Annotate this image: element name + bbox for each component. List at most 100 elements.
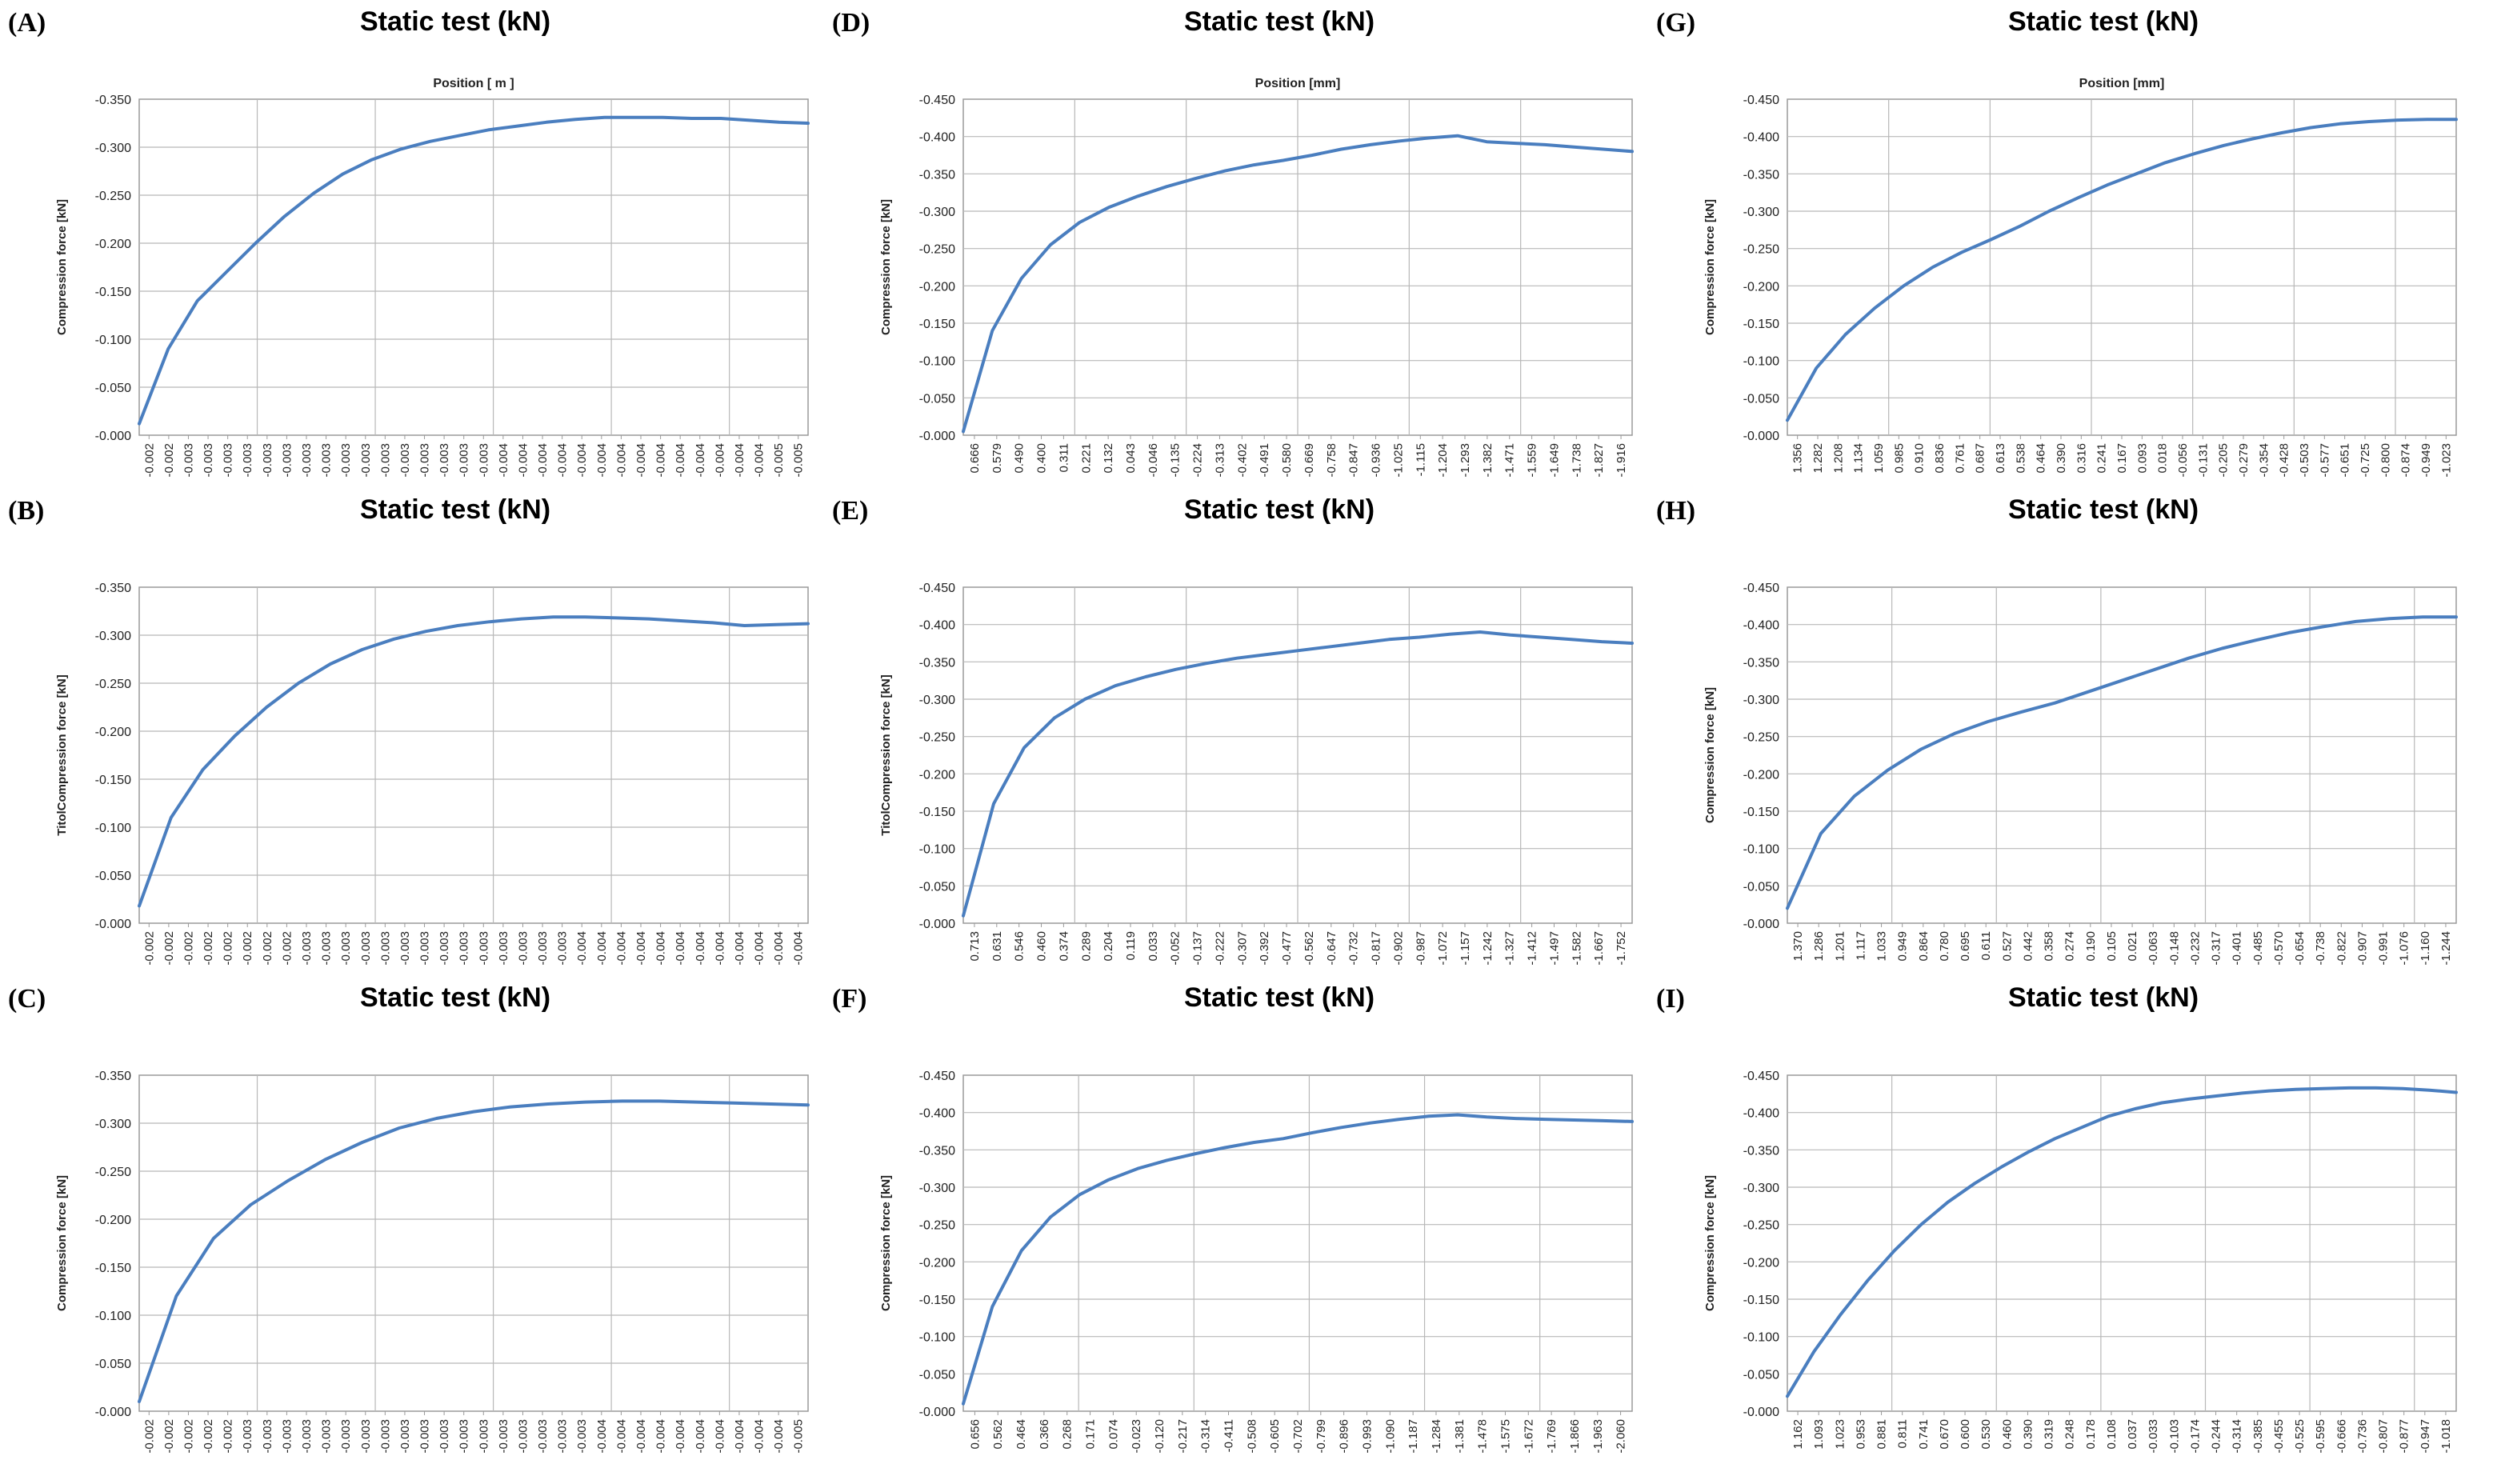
x-tick-label: -0.508 <box>1245 1419 1259 1454</box>
x-tick-label: -0.758 <box>1325 443 1339 478</box>
x-tick-label: -0.244 <box>2210 1419 2223 1454</box>
y-tick-label: -0.250 <box>1743 243 1779 257</box>
x-tick-label: 1.162 <box>1791 1419 1805 1450</box>
x-tick-label: -0.004 <box>733 931 746 966</box>
y-tick-label: -0.150 <box>95 1262 131 1275</box>
x-tick-label: -0.004 <box>654 931 668 966</box>
x-tick-label: -1.382 <box>1481 443 1495 478</box>
x-tick-label: 1.059 <box>1872 443 1886 474</box>
x-tick-label: -0.004 <box>753 931 766 966</box>
x-tick-label: -0.002 <box>162 931 176 966</box>
x-tick-label: -0.003 <box>575 1419 589 1454</box>
x-tick-label: -0.217 <box>1176 1419 1190 1454</box>
x-tick-label: -0.004 <box>575 931 589 966</box>
chart-svg-g: -0.000 -0.050 -0.100 -0.150 -0.200 -0.250 -0.3… <box>1703 94 2458 478</box>
y-tick-label: -0.300 <box>919 694 955 707</box>
x-tick-label: -1.115 <box>1414 443 1427 476</box>
y-tick-label: -0.250 <box>919 243 955 257</box>
y-tick-label: -0.200 <box>1743 1256 1779 1270</box>
chart-title: Static test (kN) <box>359 982 551 1013</box>
x-tick-label: 1.286 <box>1812 931 1826 962</box>
y-tick-label: -0.000 <box>95 430 131 443</box>
y-tick-label: -0.300 <box>919 1182 955 1195</box>
x-tick-label: -0.847 <box>1347 443 1361 478</box>
x-tick-label: -1.244 <box>2439 931 2453 966</box>
x-tick-label: -0.385 <box>2251 1419 2265 1454</box>
x-tick-label: -0.131 <box>2196 443 2210 478</box>
x-tick-label: 0.167 <box>2115 443 2129 474</box>
x-tick-label: -0.148 <box>2167 931 2181 966</box>
y-tick-label: -0.400 <box>1743 619 1779 633</box>
x-tick-label: -0.004 <box>694 443 707 478</box>
y-tick-label: -0.250 <box>919 1219 955 1233</box>
x-tick-label: 0.358 <box>2043 931 2056 962</box>
plot-area <box>138 1074 809 1412</box>
x-tick-label: 0.631 <box>990 931 1004 962</box>
x-tick-label: 0.241 <box>2095 443 2109 474</box>
y-tick-label: -0.300 <box>1743 206 1779 219</box>
x-tick-label: -1.381 <box>1453 1419 1467 1454</box>
y-tick-label: -0.300 <box>1743 1182 1779 1195</box>
x-tick-label: -0.003 <box>359 443 373 478</box>
x-tick-label: -0.411 <box>1222 1419 1236 1452</box>
y-axis-label: TitolCompression force [kN] <box>55 674 69 835</box>
x-tick-label: 0.741 <box>1917 1419 1931 1450</box>
y-tick-label: -0.300 <box>95 630 131 643</box>
x-tick-label: -0.004 <box>634 931 648 966</box>
series-line <box>1786 118 2458 422</box>
x-tick-label: 0.881 <box>1875 1419 1889 1450</box>
x-tick-label: -0.491 <box>1258 443 1271 478</box>
x-tick-label: -0.003 <box>418 1419 432 1454</box>
y-axis-label: Compression force [kN] <box>879 199 893 335</box>
chart-panel-h: -0.000 -0.050 -0.100 -0.150 -0.200 -0.250 -0.3… <box>1651 491 2467 971</box>
chart-svg-b: -0.000 -0.050 -0.100 -0.150 -0.200 -0.250 -0.3… <box>55 582 810 966</box>
x-tick-label: -1.769 <box>1545 1419 1559 1454</box>
y-tick-label: -0.050 <box>95 1358 131 1371</box>
x-tick-label: 0.268 <box>1061 1419 1074 1450</box>
x-tick-label: -0.232 <box>2188 931 2202 966</box>
x-tick-label: 0.910 <box>1913 443 1927 474</box>
x-tick-label: -0.004 <box>674 1419 687 1454</box>
y-tick-label: -0.050 <box>1743 392 1779 406</box>
x-tick-label: 0.190 <box>2084 931 2098 962</box>
x-tick-label: 0.864 <box>1917 931 1931 962</box>
x-tick-label: 0.460 <box>2000 1419 2014 1450</box>
x-tick-label: 0.464 <box>1014 1419 1028 1450</box>
x-tick-label: -0.279 <box>2237 443 2251 478</box>
x-tick-label: -0.877 <box>2398 1419 2411 1454</box>
x-tick-label: 0.390 <box>2021 1419 2035 1450</box>
x-tick-label: -0.317 <box>2210 931 2223 966</box>
x-tick-label: 0.274 <box>2063 931 2077 962</box>
x-tick-label: 0.953 <box>1854 1419 1867 1450</box>
panel-label: (B) <box>8 496 45 526</box>
x-tick-label: -0.392 <box>1258 931 1271 966</box>
x-tick-label: 0.289 <box>1079 931 1093 962</box>
y-tick-label: -0.200 <box>919 1256 955 1270</box>
x-tick-label: -0.205 <box>2217 443 2231 478</box>
x-tick-label: -0.004 <box>614 443 628 478</box>
x-tick-label: -0.003 <box>378 931 392 966</box>
y-tick-label: -0.050 <box>919 880 955 894</box>
y-tick-label: -0.250 <box>919 731 955 745</box>
x-tick-label: -0.669 <box>1303 443 1316 478</box>
y-tick-label: -0.000 <box>919 430 955 443</box>
x-tick-label: 1.282 <box>1811 443 1825 474</box>
x-tick-label: -0.003 <box>556 931 570 966</box>
x-tick-label: 0.460 <box>1035 931 1049 962</box>
y-tick-label: -0.400 <box>919 619 955 633</box>
x-tick-label: -0.003 <box>339 443 353 478</box>
y-tick-label: -0.150 <box>919 318 955 331</box>
chart-svg-i: -0.000 -0.050 -0.100 -0.150 -0.200 -0.250 -0.3… <box>1703 1070 2458 1454</box>
x-tick-label: -0.003 <box>438 931 451 966</box>
y-tick-label: -0.450 <box>1743 94 1779 107</box>
x-tick-label: -1.649 <box>1547 443 1561 478</box>
panel-label: (D) <box>832 8 870 38</box>
x-tick-label: 0.611 <box>1979 931 1993 960</box>
x-tick-label: -0.666 <box>2335 1419 2348 1454</box>
x-tick-label: -0.313 <box>1213 443 1226 478</box>
chart-title: Static test (kN) <box>2007 982 2199 1013</box>
y-tick-label: -0.100 <box>95 822 131 835</box>
x-tick-label: 0.171 <box>1084 1419 1098 1450</box>
x-tick-label: 0.204 <box>1102 931 1115 962</box>
chart-svg-e: -0.000 -0.050 -0.100 -0.150 -0.200 -0.250 -0.3… <box>879 582 1634 966</box>
